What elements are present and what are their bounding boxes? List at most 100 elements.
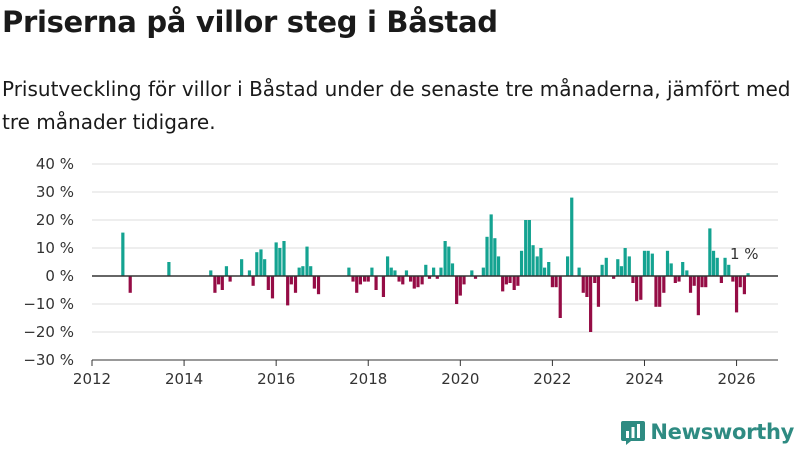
bar xyxy=(316,276,321,295)
x-tick-label: 2014 xyxy=(165,370,203,388)
bar xyxy=(554,276,558,288)
bar xyxy=(489,214,493,276)
y-tick-label: 0 % xyxy=(45,267,74,285)
chart-subtitle: Prisutveckling för villor i Båstad under… xyxy=(2,77,791,134)
bar xyxy=(635,276,639,302)
bar xyxy=(504,276,508,285)
bar xyxy=(424,264,428,276)
bar xyxy=(742,276,746,295)
bar xyxy=(600,264,604,276)
bar xyxy=(727,264,731,276)
bar xyxy=(447,246,451,276)
bar xyxy=(631,276,635,283)
bar xyxy=(642,250,647,276)
bar xyxy=(646,250,650,276)
y-tick-label: 40 % xyxy=(36,155,74,173)
bar xyxy=(381,276,386,297)
bar xyxy=(412,276,416,289)
bar xyxy=(531,245,535,276)
bar xyxy=(455,276,459,304)
bar xyxy=(708,228,712,276)
bar xyxy=(585,276,589,297)
bar xyxy=(286,276,290,306)
bar xyxy=(704,276,708,288)
bar xyxy=(593,276,597,283)
bar xyxy=(616,259,620,276)
bar xyxy=(435,276,439,279)
y-tick-label: −10 % xyxy=(23,295,74,313)
bar xyxy=(255,252,259,276)
bar xyxy=(247,270,252,276)
bar xyxy=(558,276,562,318)
y-axis-labels: −30 % −20 % −10 % 0 % 10 % 20 % 30 % 40 % xyxy=(23,155,74,369)
bar xyxy=(420,276,424,285)
bar xyxy=(669,263,673,276)
bar xyxy=(121,232,125,276)
bar xyxy=(650,253,654,276)
bar xyxy=(627,256,631,276)
bar xyxy=(289,276,293,285)
bar xyxy=(266,276,270,290)
bar xyxy=(524,220,528,276)
bar xyxy=(351,276,355,282)
bar xyxy=(527,220,531,276)
y-tick-label: 30 % xyxy=(36,183,74,201)
bar xyxy=(746,273,750,276)
bar xyxy=(458,276,462,296)
bar xyxy=(282,241,286,276)
bar xyxy=(409,276,413,282)
x-axis-ticks: 2012 2014 2016 2018 2020 2022 2024 2026 xyxy=(73,360,756,388)
bar xyxy=(270,276,275,299)
bar xyxy=(297,267,301,276)
bar xyxy=(481,267,485,276)
bar xyxy=(738,276,742,288)
bar xyxy=(623,248,627,276)
bar xyxy=(731,276,735,282)
newsworthy-logo: Newsworthy xyxy=(621,418,794,446)
bar xyxy=(508,276,512,283)
x-tick-label: 2024 xyxy=(625,370,663,388)
y-tick-label: −20 % xyxy=(23,323,74,341)
bar xyxy=(128,276,132,293)
bar xyxy=(512,276,516,290)
bar xyxy=(496,256,501,276)
bar xyxy=(397,276,401,282)
bar xyxy=(473,276,478,279)
chart-title: Priserna på villor steg i Båstad xyxy=(2,5,498,39)
bar xyxy=(362,276,367,282)
y-tick-label: 10 % xyxy=(36,239,74,257)
bar xyxy=(358,276,363,285)
bar xyxy=(347,267,351,276)
bar xyxy=(570,197,574,276)
y-tick-label: −30 % xyxy=(23,351,74,369)
bar xyxy=(366,276,370,282)
bar xyxy=(259,249,263,276)
bar xyxy=(692,276,696,286)
bar-chart-logo-icon xyxy=(621,421,646,445)
bar xyxy=(719,276,723,283)
bar xyxy=(213,276,217,293)
bar xyxy=(516,276,520,286)
bar xyxy=(696,276,700,316)
x-tick-label: 2016 xyxy=(257,370,295,388)
bar xyxy=(217,276,221,285)
bar xyxy=(278,248,282,276)
bar xyxy=(581,276,585,293)
bar xyxy=(470,270,474,276)
bar xyxy=(589,276,593,332)
bar xyxy=(654,276,658,307)
bar xyxy=(401,276,405,285)
brand-name: Newsworthy xyxy=(650,420,794,444)
latest-value-label: 1 % xyxy=(730,245,759,263)
bar xyxy=(715,257,719,276)
bar xyxy=(374,276,378,290)
bar xyxy=(293,276,298,293)
bar xyxy=(240,259,244,276)
bar xyxy=(501,276,505,292)
bar-chart: −30 %−20 %−10 %0 %10 %20 %30 %40 % 2012 2… xyxy=(23,155,778,388)
bar xyxy=(393,270,397,276)
bar xyxy=(385,256,390,276)
bar xyxy=(604,257,608,276)
bar xyxy=(665,250,670,276)
bar xyxy=(547,262,551,276)
